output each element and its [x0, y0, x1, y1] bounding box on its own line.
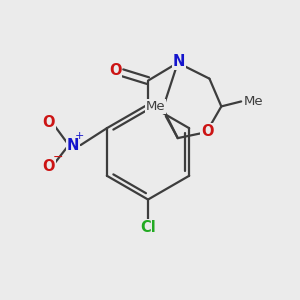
Text: N: N [172, 54, 185, 69]
Text: Cl: Cl [140, 220, 156, 235]
Text: +: + [75, 131, 84, 141]
Text: Me: Me [244, 95, 264, 108]
Text: O: O [201, 124, 214, 139]
Text: O: O [43, 159, 55, 174]
Text: O: O [109, 63, 122, 78]
Text: N: N [67, 137, 79, 152]
Text: Me: Me [146, 100, 166, 113]
Text: −: − [52, 150, 63, 164]
Text: O: O [43, 115, 55, 130]
